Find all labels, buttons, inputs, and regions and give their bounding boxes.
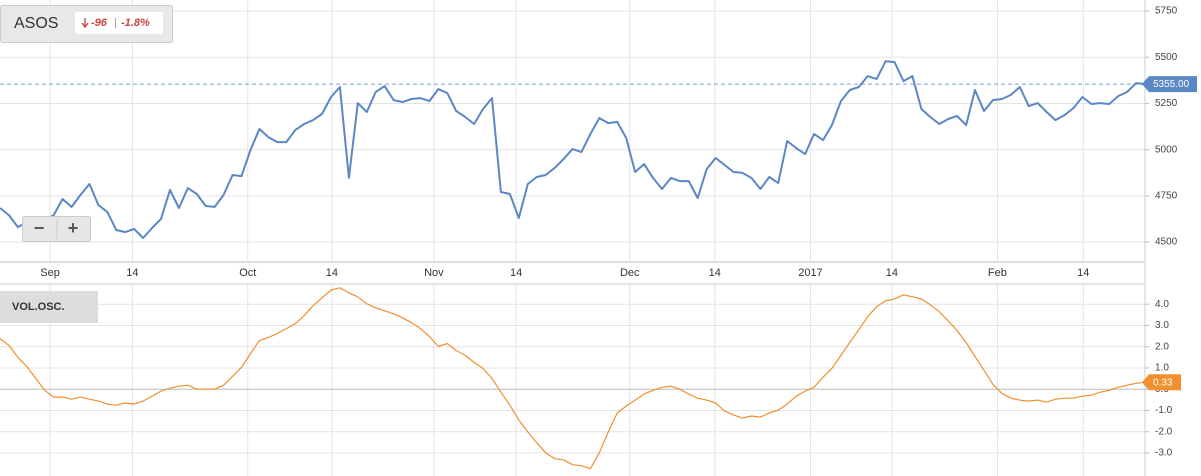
y-tick-label: 2.0 [1155,341,1169,352]
separator: | [114,17,117,29]
x-tick-label: 14 [510,267,522,279]
current-value-label: 5355.00 [1153,79,1190,90]
x-tick-label: Nov [424,267,444,279]
zoom-in[interactable]: + [68,218,79,238]
y-tick-label: 5000 [1155,144,1178,155]
plot-layer [0,60,1146,470]
current-value-tag [1142,76,1197,93]
x-tick-label: 14 [709,267,721,279]
change: -96 [91,17,108,29]
x-tick-label: 14 [126,267,138,279]
x-tick-label: 14 [326,267,338,279]
x-tick-label: Sep [40,267,60,279]
x-tick-label: 14 [1077,267,1089,279]
data-line [0,60,1146,239]
indicator-title-box [0,291,98,323]
x-tick-label: Feb [988,267,1007,279]
grid-layer [0,0,1149,476]
ticker-title: ASOS [14,15,58,32]
y-tick-label: -2.0 [1155,426,1173,437]
change-pct: -1.8% [121,17,150,29]
x-tick-label: 14 [886,267,898,279]
down-arrow [81,18,89,29]
x-tick-label: 2017 [798,267,822,279]
current-value-tag [1142,374,1181,391]
y-tick-label: 4500 [1155,237,1178,248]
y-tick-label: 5500 [1155,52,1178,63]
y-tick-label: 4750 [1155,190,1178,201]
indicator-title: VOL.OSC. [12,301,65,313]
change-box [75,12,163,34]
y-tick-label: 1.0 [1155,363,1169,374]
x-tick-label: Oct [239,267,256,279]
current-value-label: 0.33 [1153,377,1173,388]
y-tick-label: -3.0 [1155,448,1173,459]
x-tick-label: Dec [620,267,640,279]
y-tick-label: 5750 [1155,6,1178,17]
data-line [0,287,1146,470]
y-tick-label: -1.0 [1155,405,1173,416]
y-tick-label: 5250 [1155,98,1178,109]
y-tick-label: 4.0 [1155,299,1169,310]
y-tick-label: 3.0 [1155,320,1169,331]
zoom-out[interactable]: − [34,218,45,238]
